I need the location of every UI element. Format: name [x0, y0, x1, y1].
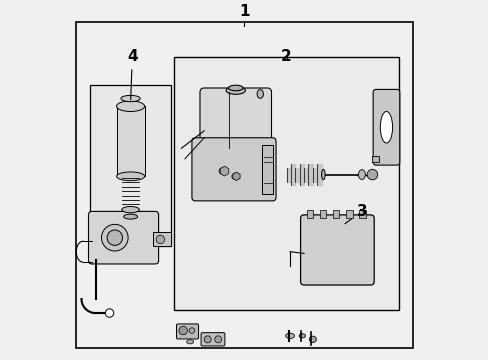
- Ellipse shape: [257, 90, 263, 98]
- Bar: [90, 85, 170, 247]
- Ellipse shape: [231, 173, 239, 180]
- Ellipse shape: [299, 334, 305, 338]
- FancyBboxPatch shape: [191, 138, 276, 201]
- Ellipse shape: [122, 207, 139, 213]
- Ellipse shape: [285, 333, 294, 338]
- Circle shape: [105, 309, 114, 317]
- FancyBboxPatch shape: [300, 215, 373, 285]
- FancyBboxPatch shape: [200, 88, 271, 153]
- Circle shape: [366, 169, 377, 180]
- Bar: [372, 156, 378, 162]
- Text: 2: 2: [281, 49, 291, 64]
- Text: 4: 4: [127, 49, 137, 100]
- Text: 3: 3: [344, 204, 366, 224]
- Ellipse shape: [123, 214, 137, 219]
- Circle shape: [156, 235, 164, 244]
- Ellipse shape: [228, 85, 243, 91]
- Circle shape: [204, 336, 211, 343]
- Bar: [116, 106, 144, 176]
- FancyBboxPatch shape: [201, 333, 224, 346]
- FancyBboxPatch shape: [176, 324, 198, 339]
- Ellipse shape: [116, 101, 144, 112]
- Circle shape: [189, 328, 194, 333]
- Bar: [262, 145, 272, 194]
- Circle shape: [107, 230, 122, 246]
- Ellipse shape: [309, 336, 316, 342]
- FancyBboxPatch shape: [372, 89, 399, 165]
- FancyBboxPatch shape: [88, 211, 158, 264]
- Bar: [346, 210, 352, 219]
- Circle shape: [102, 224, 128, 251]
- Bar: [153, 233, 170, 247]
- Ellipse shape: [321, 169, 325, 180]
- Ellipse shape: [121, 95, 140, 102]
- Ellipse shape: [219, 167, 227, 175]
- Ellipse shape: [116, 172, 144, 181]
- Ellipse shape: [186, 340, 193, 344]
- Bar: [306, 210, 313, 219]
- Bar: [174, 57, 398, 310]
- Text: 1: 1: [239, 4, 249, 19]
- Ellipse shape: [358, 170, 365, 180]
- Bar: [332, 210, 339, 219]
- Ellipse shape: [225, 87, 245, 94]
- Ellipse shape: [380, 112, 392, 143]
- Bar: [319, 210, 325, 219]
- Circle shape: [179, 327, 187, 335]
- Circle shape: [214, 336, 221, 343]
- Bar: [359, 210, 365, 219]
